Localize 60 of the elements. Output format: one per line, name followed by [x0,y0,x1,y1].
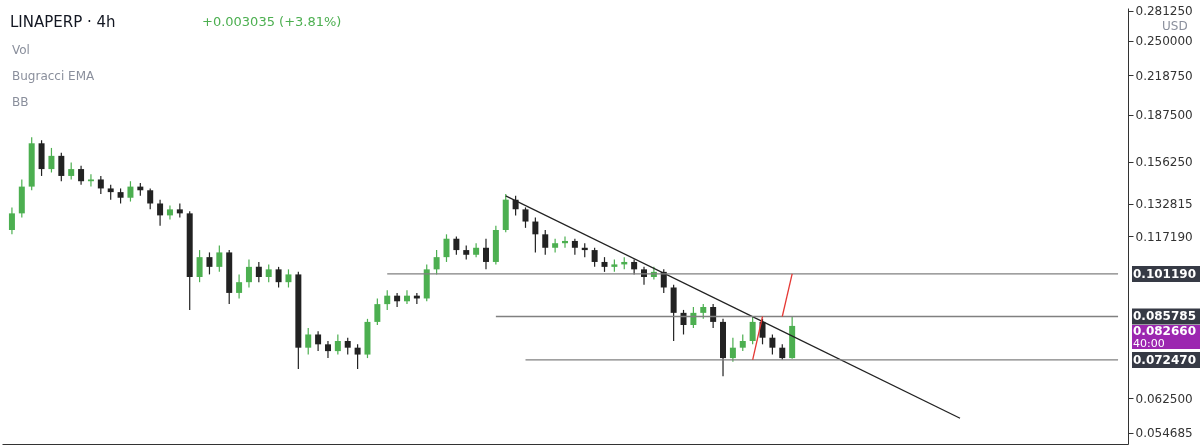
candlestick [196,249,203,283]
candlestick [769,333,776,356]
candlestick [482,238,489,270]
candlestick [78,165,85,186]
y-tick-label: 0.117190 [1135,229,1193,244]
candlestick [680,309,687,336]
candlestick [206,251,213,276]
candlestick [324,340,331,359]
text: USD [1162,19,1188,33]
candlestick [166,204,173,221]
text: 0.082660 [1133,323,1197,338]
candlestick [275,266,282,289]
candlestick [236,273,243,300]
candlestick [591,247,598,268]
text: 0.101190 [1133,266,1197,281]
candlestick [305,327,312,356]
y-tick-label: 0.281250 [1135,4,1193,19]
y-tick-label: 0.218750 [1135,68,1193,83]
candlestick [245,258,252,289]
annotation: Bugracci EMA [12,69,96,83]
candlestick [749,315,756,345]
candlestick [97,175,104,195]
candlestick [48,147,55,174]
y-tick-label: 0.132815 [1135,197,1193,212]
candlestick [542,229,549,256]
text: 0.085785 [1133,309,1197,324]
candlestick [87,173,94,188]
candlestick [729,337,736,363]
candlestick [334,333,341,356]
candlestick [315,330,322,352]
candlestick [58,152,65,182]
text: 0.072470 [1133,352,1197,367]
y-tick-label: 0.187500 [1135,108,1193,123]
candlestick [216,244,223,273]
y-tick-label: 0.054685 [1135,426,1193,441]
candlestick [690,306,697,329]
candlestick [522,206,529,229]
candlestick [453,235,460,256]
text: 40:00 [1133,336,1165,350]
y-tick-label: 0.250000 [1135,34,1193,49]
candlestick [443,233,450,263]
candlestick [285,268,292,289]
y-tick-label: 0.156250 [1135,155,1193,170]
chart-subtitle: +0.003035 (+3.81%) [202,14,342,29]
candlestick [384,289,391,311]
candlestick [374,297,381,326]
candlestick [8,206,15,235]
candlestick [532,216,539,254]
candlestick [157,199,164,227]
chart-title: LINAPERP · 4h [10,13,116,31]
annotation: Vol [12,43,30,57]
y-tick-label: 0.062500 [1135,391,1193,406]
candlestick [433,249,440,276]
candlestick [354,343,361,370]
candlestick [127,180,134,203]
candlestick [255,261,262,283]
annotation: BB [12,95,29,109]
candlestick [147,187,154,210]
candlestick [552,238,559,254]
candlestick [571,238,578,256]
